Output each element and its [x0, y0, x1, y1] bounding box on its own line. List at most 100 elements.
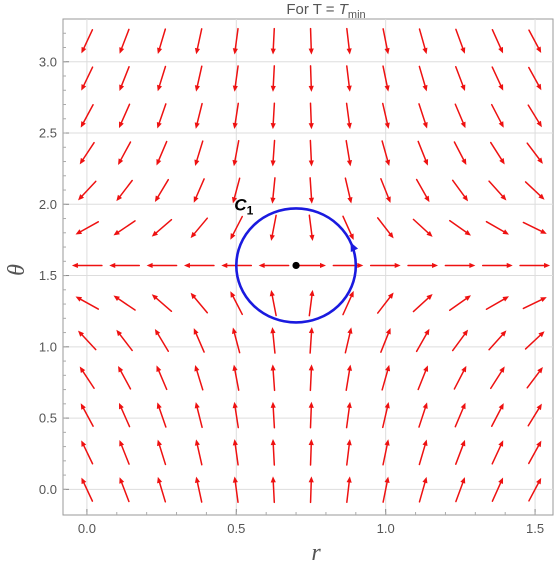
- vector-arrow: [308, 102, 314, 130]
- vector-arrow: [270, 364, 276, 392]
- contour-layer: C1: [234, 195, 359, 324]
- y-tick-label: 0.0: [39, 482, 57, 497]
- vector-arrow: [269, 290, 277, 317]
- vector-arrow: [412, 294, 433, 313]
- vector-arrow: [485, 296, 509, 311]
- x-tick-label: 0.5: [227, 521, 245, 536]
- contour-direction-arrow: [350, 242, 359, 253]
- x-axis-label: r: [311, 540, 321, 566]
- vector-arrow: [232, 27, 239, 55]
- vector-arrow: [308, 139, 314, 167]
- vector-arrow: [345, 139, 353, 167]
- vector-arrow: [382, 102, 390, 129]
- plot-frame: [62, 18, 554, 516]
- vector-arrow: [194, 439, 203, 466]
- vector-arrow: [453, 365, 467, 390]
- vector-arrow: [78, 330, 97, 351]
- vector-arrow: [381, 364, 391, 391]
- vector-arrow: [80, 104, 94, 128]
- vector-arrow: [308, 401, 314, 429]
- vector-arrow: [116, 179, 133, 202]
- vector-arrow: [415, 178, 430, 203]
- vector-arrow: [528, 29, 542, 54]
- vector-arrow: [527, 403, 542, 427]
- vector-arrow: [269, 214, 277, 241]
- vector-arrow: [80, 403, 94, 427]
- vector-arrow: [455, 477, 466, 503]
- x-tick-label: 1.5: [526, 521, 544, 536]
- vector-arrow: [194, 476, 203, 503]
- vector-arrow: [369, 262, 401, 269]
- vector-arrow: [270, 439, 276, 466]
- vector-arrow: [119, 477, 130, 503]
- vector-arrow: [490, 103, 504, 128]
- vector-arrow: [232, 364, 240, 391]
- vector-arrow: [346, 439, 352, 466]
- vector-arrow: [418, 65, 428, 92]
- vector-arrow: [190, 292, 209, 314]
- vector-arrow: [113, 220, 136, 236]
- vector-arrow: [183, 262, 215, 269]
- vector-arrow: [295, 262, 326, 269]
- vector-arrow: [451, 179, 469, 202]
- vector-arrow: [345, 102, 352, 130]
- y-tick-label: 0.5: [39, 411, 57, 426]
- vector-arrow: [488, 330, 507, 351]
- vector-arrow: [194, 102, 203, 129]
- vector-arrow: [528, 66, 542, 91]
- vector-arrow: [376, 217, 394, 239]
- y-tick-label: 3.0: [39, 54, 57, 69]
- vector-arrow: [270, 139, 276, 167]
- vector-arrow: [232, 439, 239, 466]
- vector-arrow: [231, 327, 241, 354]
- vector-arrow: [454, 402, 466, 428]
- vector-arrow: [308, 476, 314, 504]
- vector-arrow: [526, 367, 543, 389]
- vector-arrow: [156, 103, 167, 129]
- vector-arrow: [491, 28, 504, 54]
- vector-arrow: [528, 477, 542, 502]
- vector-arrow: [489, 141, 505, 165]
- vector-arrow: [345, 401, 352, 429]
- vector-arrow: [119, 439, 130, 465]
- zero-point-marker: [292, 261, 300, 270]
- vector-arrow: [485, 220, 509, 235]
- vector-arrow: [490, 403, 504, 428]
- vector-arrow: [418, 103, 428, 129]
- y-tick-label: 1.0: [39, 339, 57, 354]
- vector-arrow: [382, 402, 390, 429]
- vector-arrow: [78, 180, 97, 201]
- vector-arrow: [481, 262, 513, 269]
- vector-arrow: [151, 294, 173, 313]
- vector-arrow: [194, 65, 203, 92]
- vector-arrow: [524, 331, 545, 350]
- x-tick-label: 1.0: [377, 521, 395, 536]
- vector-arrow: [522, 221, 547, 234]
- vector-arrow: [119, 28, 130, 54]
- vector-arrow: [270, 177, 276, 204]
- vector-arrow: [194, 402, 203, 429]
- vector-arrow: [380, 178, 391, 203]
- vector-arrow: [232, 65, 239, 92]
- vector-arrow: [382, 28, 390, 55]
- vector-arrow: [382, 65, 390, 92]
- vector-arrow: [308, 65, 314, 92]
- vector-arrow: [151, 218, 173, 237]
- vector-arrow: [489, 366, 505, 390]
- vector-arrow: [308, 439, 314, 466]
- y-tick-label: 1.5: [39, 268, 57, 283]
- vector-arrow: [81, 29, 94, 54]
- vector-arrow: [154, 328, 170, 352]
- vector-arrow: [342, 215, 354, 240]
- vector-arrow: [417, 140, 429, 166]
- vector-arrow: [113, 295, 136, 311]
- vector-arrow: [258, 262, 290, 269]
- vector-arrow: [491, 477, 504, 502]
- vector-arrow: [194, 364, 204, 391]
- vector-arrow: [526, 142, 543, 164]
- vector-arrow: [270, 327, 276, 354]
- vector-arrow: [412, 218, 433, 237]
- vector-arrow: [454, 103, 466, 129]
- vector-arrow: [118, 103, 131, 129]
- vector-arrow: [491, 440, 504, 465]
